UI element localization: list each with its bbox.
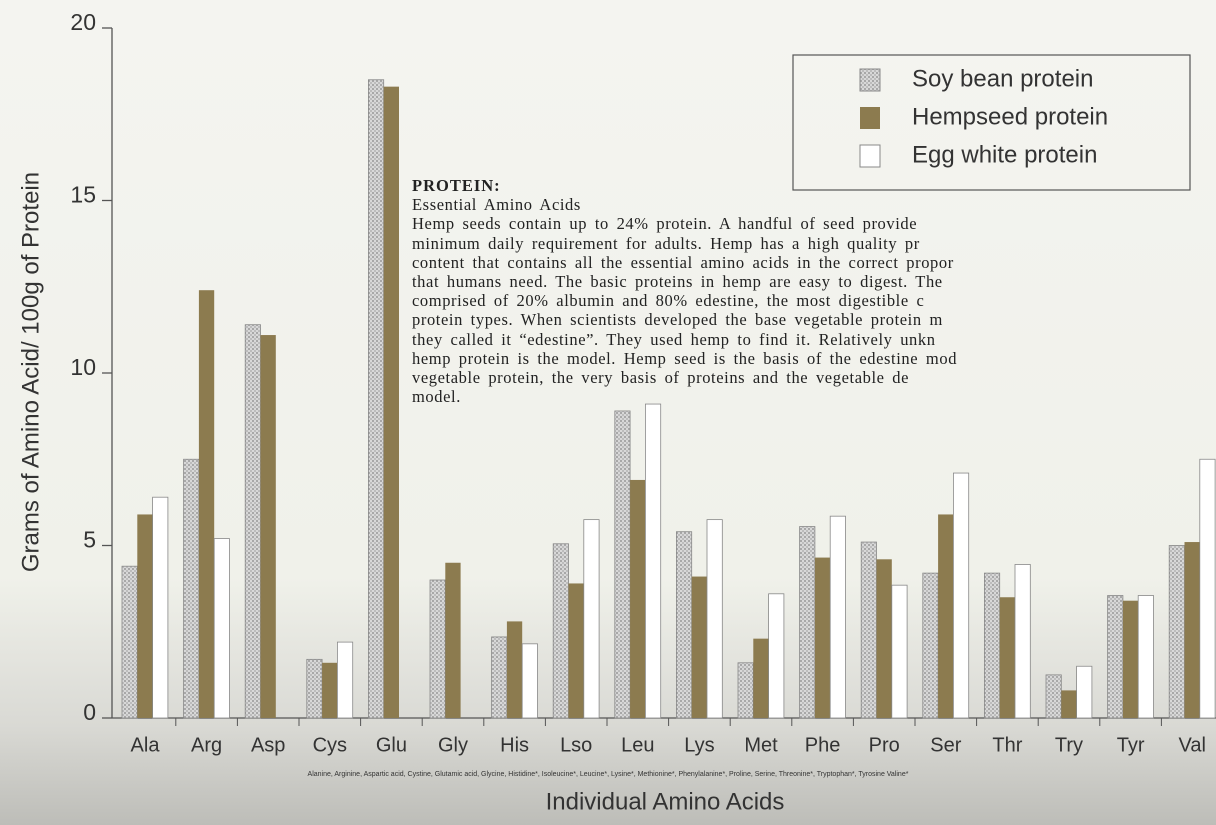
bar [522, 644, 537, 718]
annotation-line: that humans need. The basic proteins in … [412, 272, 1216, 291]
bar [553, 544, 568, 718]
bar [692, 577, 707, 718]
annotation: PROTEIN: Essential Amino Acids Hemp seed… [412, 176, 1216, 406]
bar [1061, 690, 1076, 718]
bar [923, 573, 938, 718]
bar [1015, 564, 1030, 718]
bar [1123, 601, 1138, 718]
bar [892, 585, 907, 718]
bar [800, 527, 815, 718]
bar [676, 532, 691, 718]
chart: Grams of Amino Acid/ 100g of Protein Ind… [0, 0, 1216, 825]
x-tick-label: Asp [251, 734, 285, 756]
bar [938, 514, 953, 718]
y-tick-label: 20 [70, 9, 96, 35]
bar [815, 558, 830, 718]
bar [337, 642, 352, 718]
x-tick-label: Val [1178, 734, 1205, 756]
x-tick-label: Phe [805, 734, 841, 756]
bar [307, 659, 322, 718]
x-tick-label: Ala [131, 734, 161, 756]
bar [769, 594, 784, 718]
bar [199, 290, 214, 718]
bar [492, 637, 507, 718]
annotation-line: vegetable protein, the very basis of pro… [412, 368, 1216, 387]
bar [738, 663, 753, 718]
x-tick-label: Arg [191, 734, 222, 756]
bar [214, 539, 229, 718]
bar [137, 514, 152, 718]
x-tick-label: Tyr [1117, 734, 1145, 756]
bar [877, 559, 892, 718]
x-tick-label: Lso [560, 734, 592, 756]
x-axis-label: Individual Amino Acids [546, 788, 785, 815]
bar [261, 335, 276, 718]
bar [645, 404, 660, 718]
annotation-heading: PROTEIN: [412, 176, 1216, 195]
bar [584, 520, 599, 718]
annotation-line: model. [412, 387, 1216, 406]
legend-swatch [860, 69, 880, 91]
legend-label: Soy bean protein [912, 65, 1093, 92]
bar [445, 563, 460, 718]
bar [430, 580, 445, 718]
x-tick-label: Ser [930, 734, 961, 756]
bar [1108, 596, 1123, 718]
x-tick-label: Leu [621, 734, 654, 756]
bar [630, 480, 645, 718]
bar [122, 566, 137, 718]
bar [1138, 596, 1153, 718]
y-tick-label: 15 [70, 182, 96, 208]
bar [1046, 675, 1061, 718]
bar [1000, 597, 1015, 718]
x-tick-label: Lys [684, 734, 714, 756]
annotation-line: hemp protein is the model. Hemp seed is … [412, 349, 1216, 368]
page: Grams of Amino Acid/ 100g of Protein Ind… [0, 0, 1216, 825]
legend-swatch [860, 107, 880, 129]
x-tick-label: Gly [438, 734, 468, 756]
bar [384, 87, 399, 718]
bar [184, 459, 199, 718]
x-tick-label: Glu [376, 734, 407, 756]
bar [1185, 542, 1200, 718]
bar [1200, 459, 1215, 718]
x-tick-label: His [500, 734, 529, 756]
y-tick-label: 10 [70, 354, 96, 380]
legend-swatch [860, 145, 880, 167]
bar [569, 583, 584, 718]
y-tick-label: 0 [83, 699, 96, 725]
bar [1169, 546, 1184, 719]
bar [753, 639, 768, 718]
annotation-line: they called it “edestine”. They used hem… [412, 330, 1216, 349]
bar [1077, 666, 1092, 718]
y-tick-label: 5 [83, 527, 96, 553]
bar [153, 497, 168, 718]
x-tick-label: Cys [313, 734, 347, 756]
bar [368, 80, 383, 718]
annotation-line: protein types. When scientists developed… [412, 310, 1216, 329]
annotation-line: Hemp seeds contain up to 24% protein. A … [412, 214, 1216, 233]
annotation-line: minimum daily requirement for adults. He… [412, 234, 1216, 253]
bar [245, 325, 260, 718]
annotation-line: content that contains all the essential … [412, 253, 1216, 272]
bar [830, 516, 845, 718]
legend-label: Egg white protein [912, 141, 1097, 168]
footnote: Alanine, Arginine, Aspartic acid, Cystin… [308, 771, 909, 778]
bar [707, 520, 722, 718]
x-tick-label: Thr [992, 734, 1022, 756]
annotation-line: comprised of 20% albumin and 80% edestin… [412, 291, 1216, 310]
x-tick-label: Try [1055, 734, 1083, 756]
bar [861, 542, 876, 718]
bar [322, 663, 337, 718]
bar [953, 473, 968, 718]
annotation-subheading: Essential Amino Acids [412, 195, 1216, 214]
bar [984, 573, 999, 718]
bar [507, 621, 522, 718]
x-tick-label: Met [744, 734, 778, 756]
x-tick-label: Pro [869, 734, 900, 756]
legend-label: Hempseed protein [912, 103, 1108, 130]
bar [615, 411, 630, 718]
y-axis-label: Grams of Amino Acid/ 100g of Protein [17, 172, 44, 572]
